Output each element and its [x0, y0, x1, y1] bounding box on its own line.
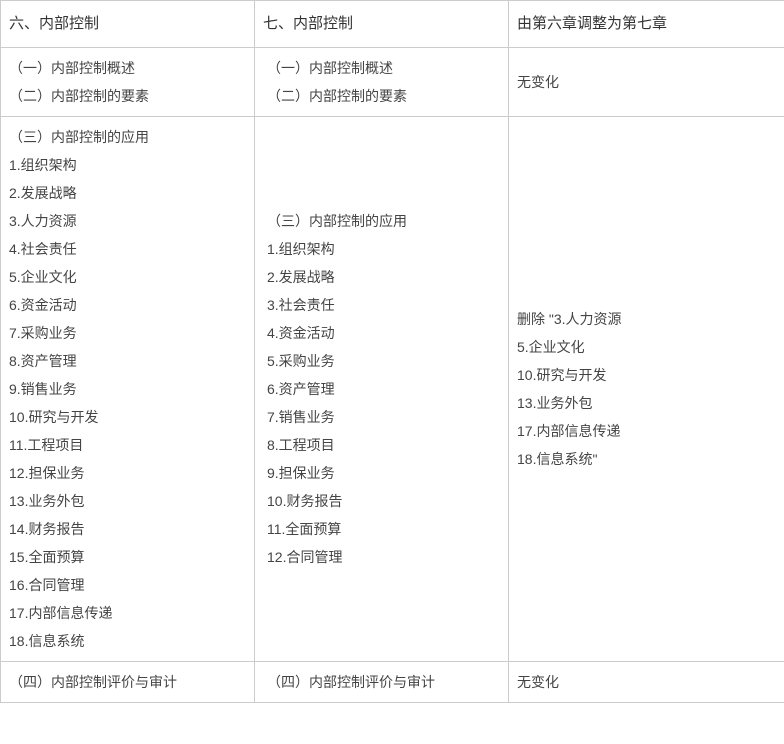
col-header-3: 由第六章调整为第七章 [509, 1, 784, 48]
text-line: 10.研究与开发 [517, 361, 776, 389]
comparison-table: 六、内部控制 七、内部控制 由第六章调整为第七章 （一）内部控制概述（二）内部控… [0, 0, 784, 703]
table-row: 六、内部控制 七、内部控制 由第六章调整为第七章 [1, 1, 784, 48]
text-line: 6.资产管理 [267, 375, 500, 403]
text-line: 7.采购业务 [9, 319, 246, 347]
text-line: （二）内部控制的要素 [9, 82, 246, 110]
text-line: 5.企业文化 [517, 333, 776, 361]
text-line: 11.全面预算 [267, 515, 500, 543]
cell-r2-c1: （三）内部控制的应用1.组织架构2.发展战略3.社会责任4.资金活动5.采购业务… [255, 117, 509, 662]
text-line: （三）内部控制的应用 [9, 123, 246, 151]
text-line: 16.合同管理 [9, 571, 246, 599]
text-line: 12.合同管理 [267, 543, 500, 571]
text-line: （一）内部控制概述 [267, 54, 500, 82]
text-line: 8.资产管理 [9, 347, 246, 375]
text-line: 3.社会责任 [267, 291, 500, 319]
cell-r1-c1: （一）内部控制概述（二）内部控制的要素 [255, 48, 509, 117]
text-line: 8.工程项目 [267, 431, 500, 459]
text-line: 13.业务外包 [9, 487, 246, 515]
text-line: （二）内部控制的要素 [267, 82, 500, 110]
table-row: （四）内部控制评价与审计 （四）内部控制评价与审计 无变化 [1, 662, 784, 703]
text-line: 12.担保业务 [9, 459, 246, 487]
cell-r2-c2: 删除 "3.人力资源5.企业文化10.研究与开发13.业务外包17.内部信息传递… [509, 117, 784, 662]
col-header-2: 七、内部控制 [255, 1, 509, 48]
text-line: 17.内部信息传递 [517, 417, 776, 445]
cell-r1-c0: （一）内部控制概述（二）内部控制的要素 [1, 48, 255, 117]
cell-r2-c0: （三）内部控制的应用1.组织架构2.发展战略3.人力资源4.社会责任5.企业文化… [1, 117, 255, 662]
text-line: 3.人力资源 [9, 207, 246, 235]
text-line: （三）内部控制的应用 [267, 207, 500, 235]
text-line: 17.内部信息传递 [9, 599, 246, 627]
text-line: （一）内部控制概述 [9, 54, 246, 82]
text-line: 2.发展战略 [267, 263, 500, 291]
text-line: 11.工程项目 [9, 431, 246, 459]
cell-r3-c0: （四）内部控制评价与审计 [1, 662, 255, 703]
text-line: 10.财务报告 [267, 487, 500, 515]
col-header-1: 六、内部控制 [1, 1, 255, 48]
text-line: 1.组织架构 [267, 235, 500, 263]
cell-r1-c2: 无变化 [509, 48, 784, 117]
text-line: 2.发展战略 [9, 179, 246, 207]
text-line: 1.组织架构 [9, 151, 246, 179]
text-line: 9.销售业务 [9, 375, 246, 403]
text-line: 15.全面预算 [9, 543, 246, 571]
text-line: 删除 "3.人力资源 [517, 305, 776, 333]
text-line: 18.信息系统 [9, 627, 246, 655]
text-line: 13.业务外包 [517, 389, 776, 417]
text-line: 10.研究与开发 [9, 403, 246, 431]
text-line: 4.资金活动 [267, 319, 500, 347]
text-line: 18.信息系统" [517, 445, 776, 473]
text-line: 4.社会责任 [9, 235, 246, 263]
text-line: 5.企业文化 [9, 263, 246, 291]
text-line: 6.资金活动 [9, 291, 246, 319]
text-line: 5.采购业务 [267, 347, 500, 375]
text-line: 9.担保业务 [267, 459, 500, 487]
cell-r3-c1: （四）内部控制评价与审计 [255, 662, 509, 703]
cell-r3-c2: 无变化 [509, 662, 784, 703]
table-row: （三）内部控制的应用1.组织架构2.发展战略3.人力资源4.社会责任5.企业文化… [1, 117, 784, 662]
text-line: 7.销售业务 [267, 403, 500, 431]
text-line: 14.财务报告 [9, 515, 246, 543]
table-row: （一）内部控制概述（二）内部控制的要素 （一）内部控制概述（二）内部控制的要素 … [1, 48, 784, 117]
